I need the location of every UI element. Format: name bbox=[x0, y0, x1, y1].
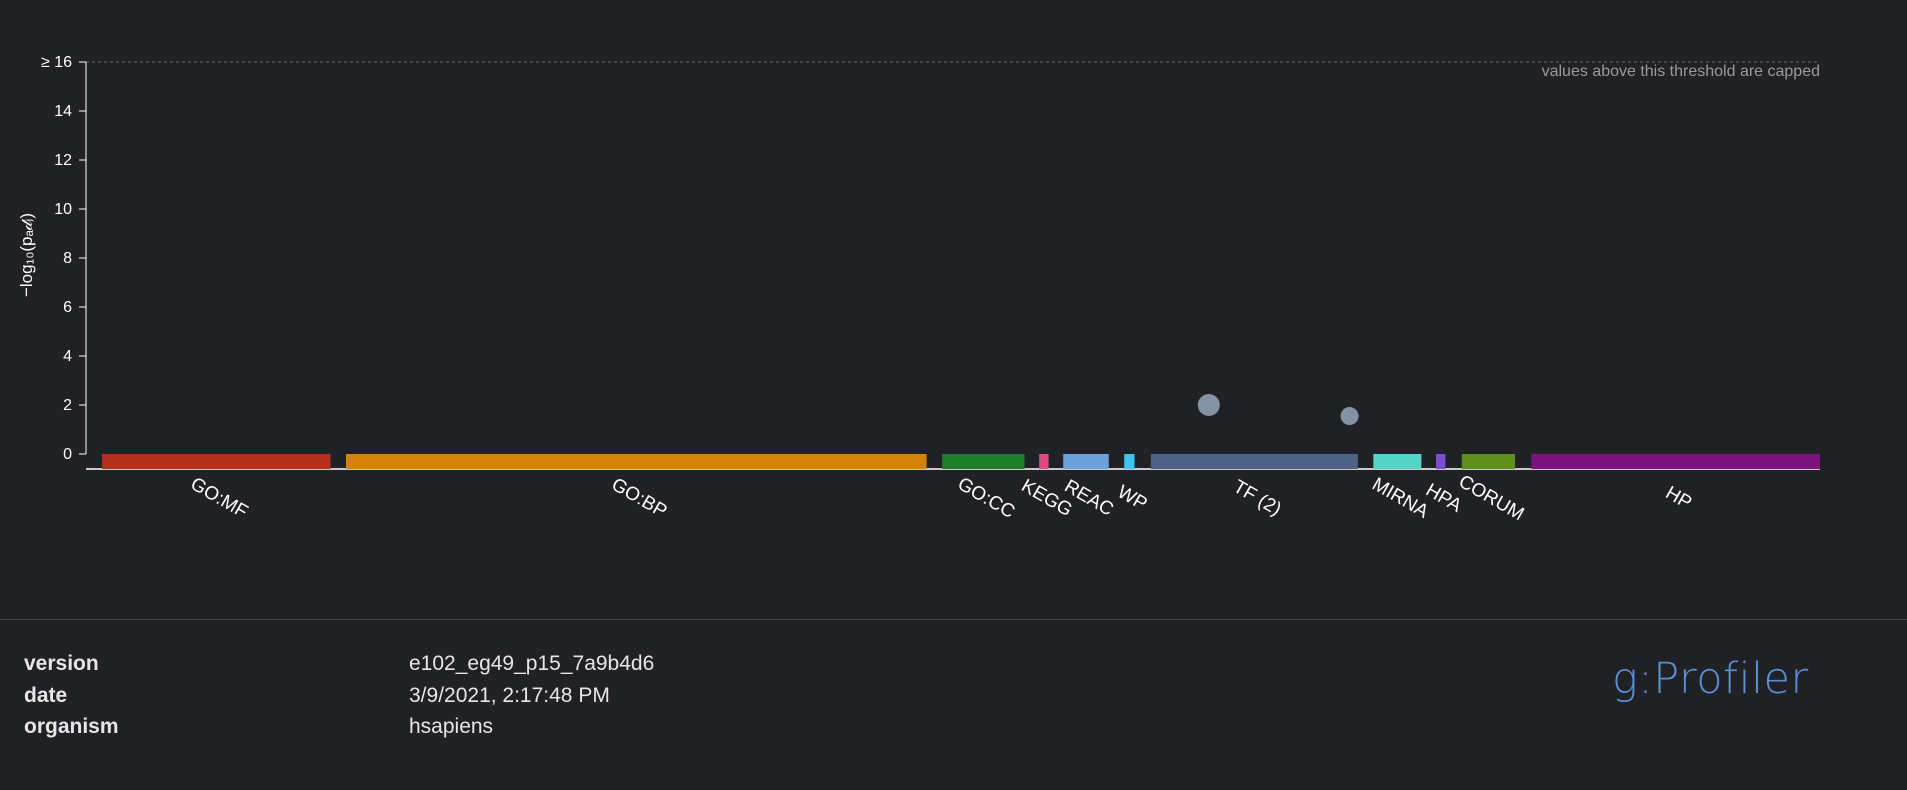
category-label: GO:BP bbox=[608, 474, 671, 522]
y-tick-label: 4 bbox=[63, 348, 72, 365]
metadata-key: organism bbox=[24, 715, 119, 738]
category-label: MIRNA bbox=[1368, 474, 1432, 523]
y-tick-label: 12 bbox=[54, 152, 72, 169]
category-label: HP bbox=[1662, 483, 1695, 514]
y-axis-label: −log₁₀(pₐ𝒹ⱼ) bbox=[17, 213, 36, 297]
threshold-note: values above this threshold are capped bbox=[1542, 63, 1820, 80]
category-bar-mirna bbox=[1373, 454, 1422, 469]
category-label: CORUM bbox=[1455, 471, 1528, 525]
metadata-value: hsapiens bbox=[409, 715, 494, 738]
category-bar-go-mf bbox=[102, 454, 331, 469]
data-point bbox=[1340, 407, 1359, 426]
data-point bbox=[1197, 394, 1220, 416]
category-bar-tf-2 bbox=[1150, 454, 1358, 469]
category-label: TF (2) bbox=[1229, 476, 1284, 520]
gprofiler-logo: g:Profiler bbox=[1612, 654, 1809, 704]
category-bar-go-bp bbox=[345, 454, 927, 469]
y-tick-label: 8 bbox=[63, 250, 72, 267]
category-label: GO:CC bbox=[954, 474, 1018, 523]
category-bar-wp bbox=[1124, 454, 1135, 469]
y-tick-label: 0 bbox=[63, 446, 72, 463]
y-tick-label: ≥ 16 bbox=[41, 54, 72, 71]
category-bar-corum bbox=[1461, 454, 1516, 469]
category-bar-hp bbox=[1531, 454, 1820, 469]
metadata-key: version bbox=[24, 652, 99, 675]
category-bar-go-cc bbox=[942, 454, 1025, 469]
metadata-value: 3/9/2021, 2:17:48 PM bbox=[409, 683, 610, 707]
y-tick-label: 6 bbox=[63, 299, 72, 316]
y-tick-label: 10 bbox=[54, 201, 72, 218]
metadata-key: date bbox=[24, 683, 68, 707]
category-bar-kegg bbox=[1039, 454, 1049, 469]
footer-divider bbox=[0, 619, 1907, 620]
category-bar-reac bbox=[1063, 454, 1109, 469]
y-tick-label: 14 bbox=[54, 103, 72, 120]
category-bar-hpa bbox=[1436, 454, 1446, 469]
category-label: WP bbox=[1114, 481, 1151, 514]
metadata-value: e102_eg49_p15_7a9b4d6 bbox=[409, 652, 655, 675]
category-label: GO:MF bbox=[187, 474, 251, 523]
manhattan-plot: values above this threshold are capped 0 2… bbox=[17, 54, 1820, 525]
y-tick-label: 2 bbox=[63, 397, 72, 414]
